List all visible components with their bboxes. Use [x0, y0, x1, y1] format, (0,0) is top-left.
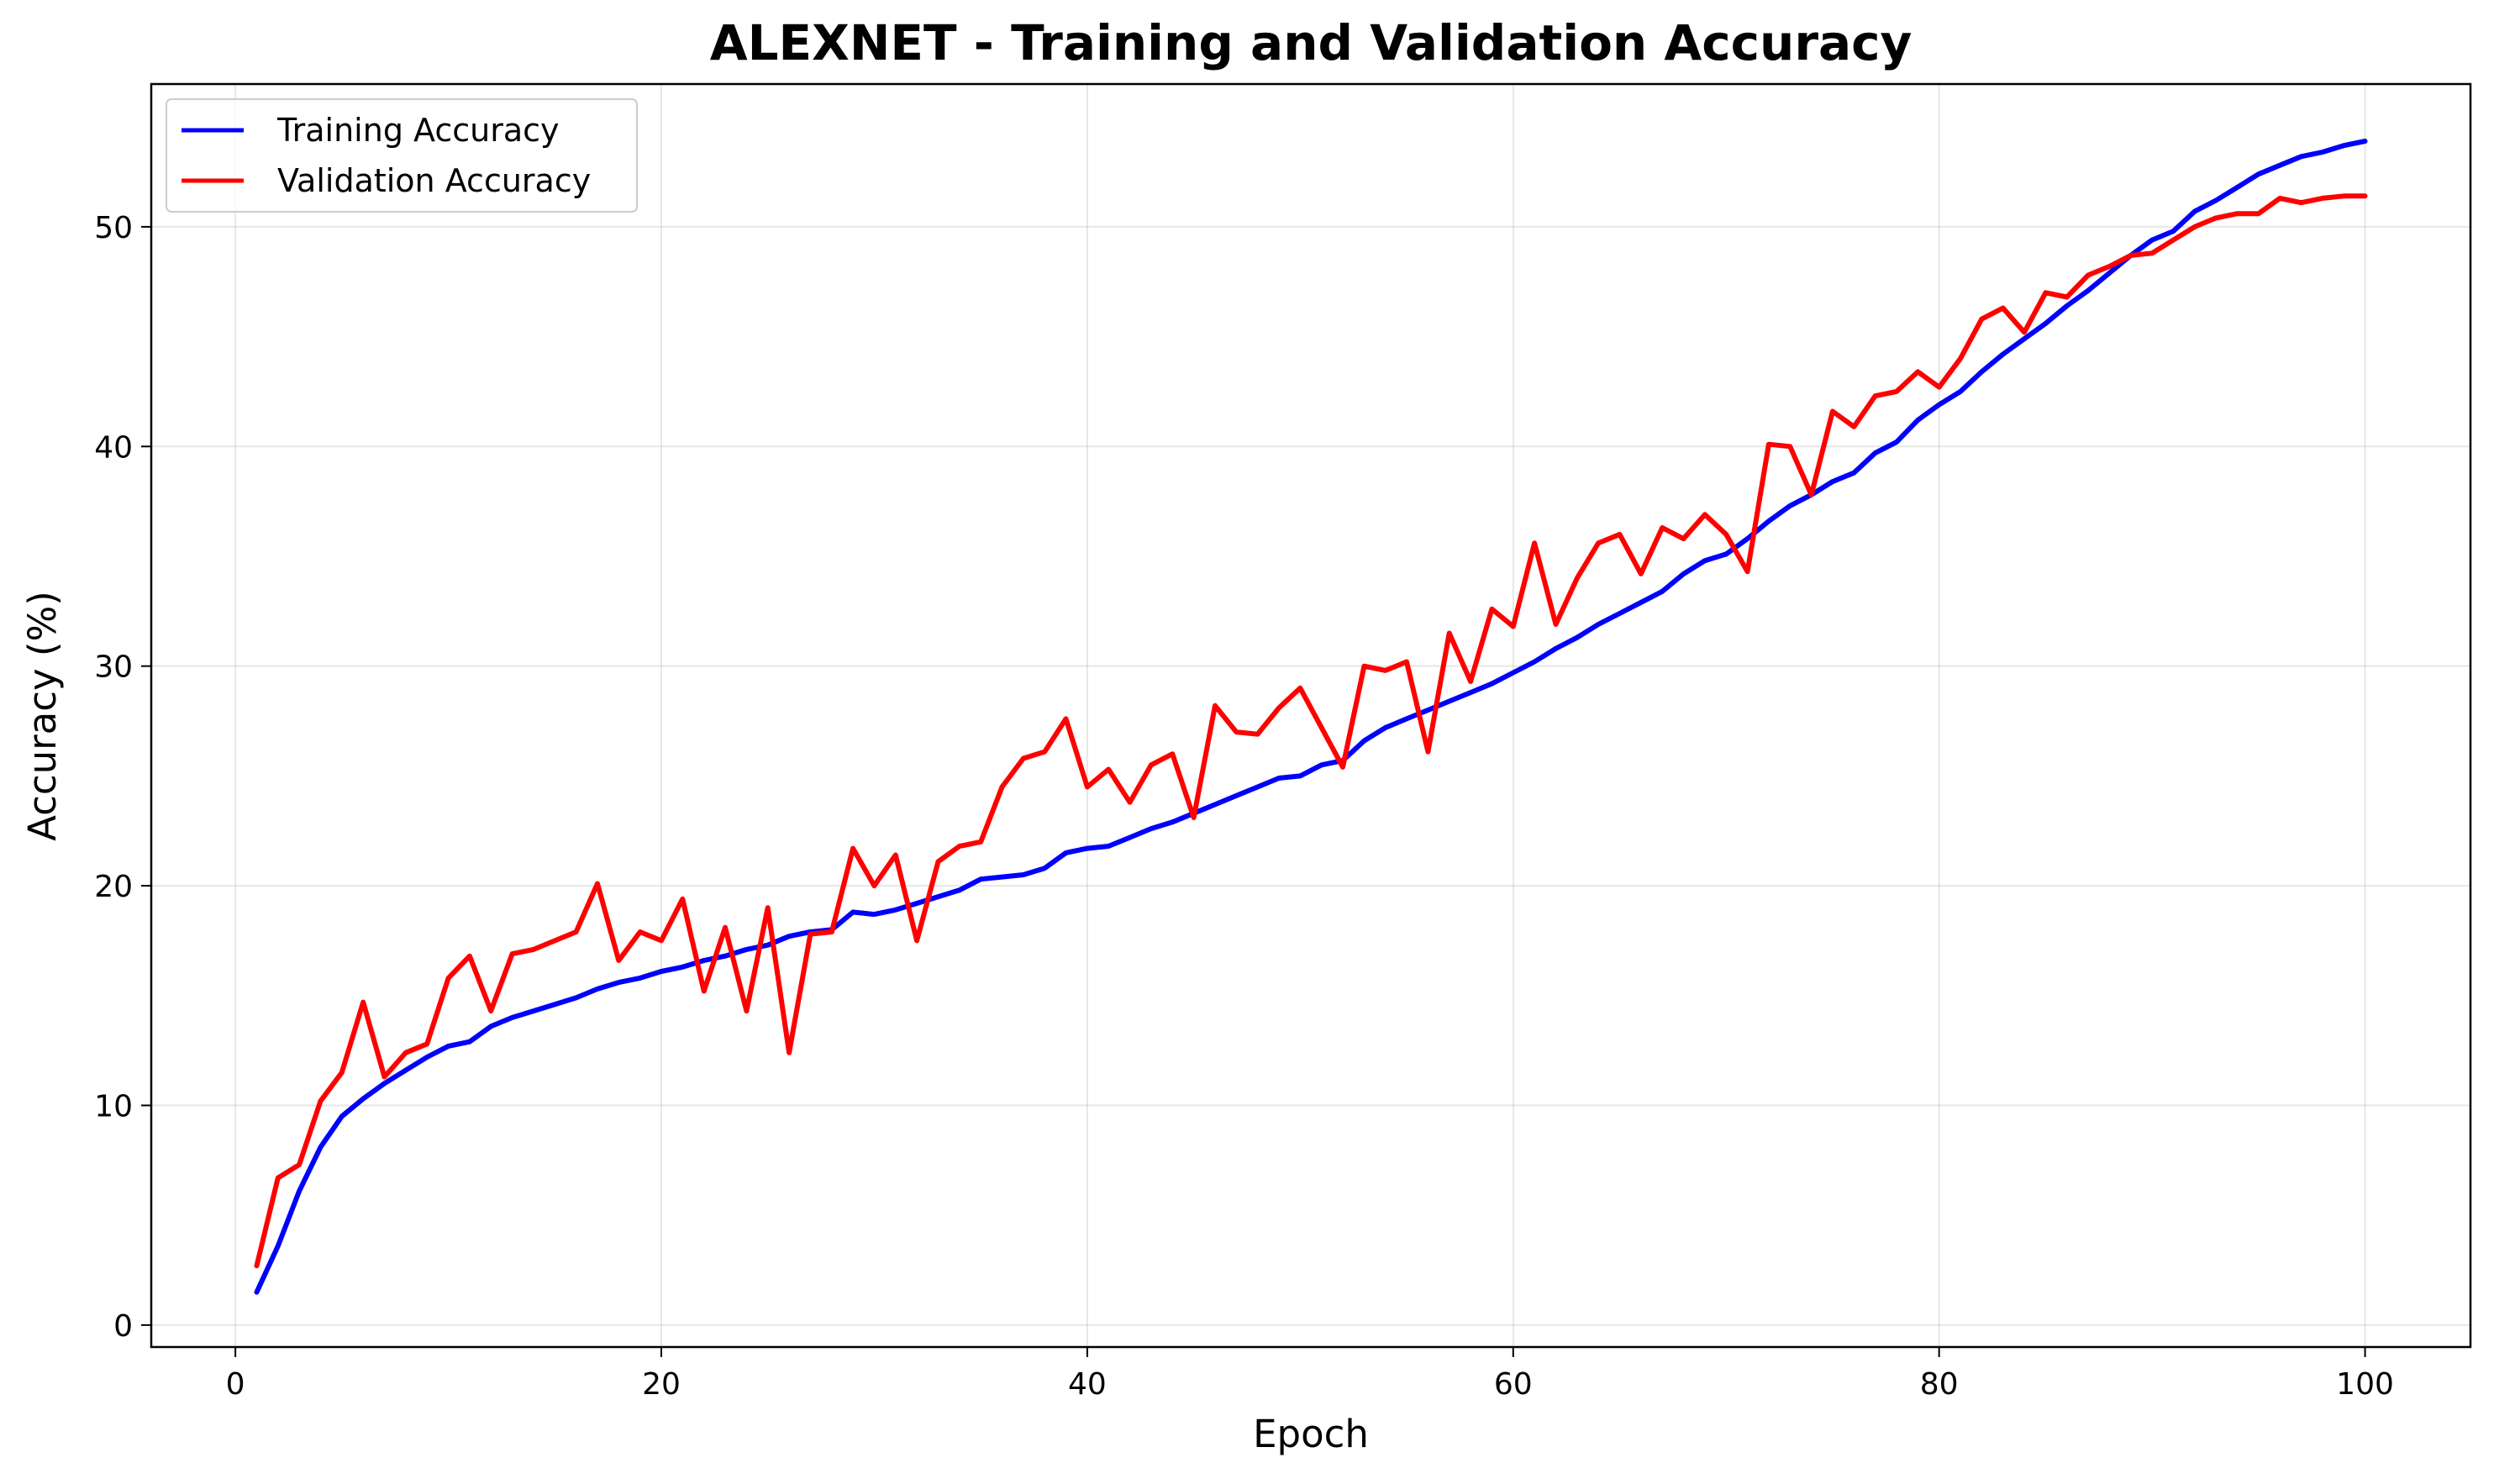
grid — [151, 84, 2470, 1347]
plot-frame — [150, 82, 2472, 1349]
x-axis-label: Epoch — [1253, 1412, 1369, 1456]
series-lines — [254, 139, 2368, 1295]
validation-accuracy-line — [254, 193, 2368, 1269]
x-tick-label: 0 — [226, 1367, 245, 1402]
x-tick-label: 80 — [1920, 1367, 1959, 1402]
y-axis-label: Accuracy (%) — [20, 591, 65, 841]
x-tick-label: 100 — [2336, 1367, 2394, 1402]
x-tick-label: 40 — [1068, 1367, 1107, 1402]
legend-box — [166, 98, 638, 213]
y-tick-label: 0 — [113, 1309, 133, 1344]
y-axis-ticks: 0 10 20 30 40 50 — [94, 211, 151, 1344]
y-tick-label: 30 — [94, 650, 133, 685]
x-tick-label: 60 — [1494, 1367, 1533, 1402]
y-tick-label: 50 — [94, 211, 133, 245]
legend-label-training: Training Accuracy — [276, 112, 560, 149]
training-accuracy-line — [254, 139, 2368, 1295]
x-tick-label: 20 — [642, 1367, 681, 1402]
legend-label-validation: Validation Accuracy — [277, 162, 591, 199]
chart-title: ALEXNET - Training and Validation Accura… — [710, 14, 1913, 71]
y-tick-label: 10 — [94, 1089, 133, 1124]
x-axis-ticks: 0 20 40 60 80 100 — [226, 1347, 2394, 1402]
legend: Training Accuracy Validation Accuracy — [166, 98, 638, 213]
y-tick-label: 40 — [94, 430, 133, 465]
y-tick-label: 20 — [94, 870, 133, 904]
